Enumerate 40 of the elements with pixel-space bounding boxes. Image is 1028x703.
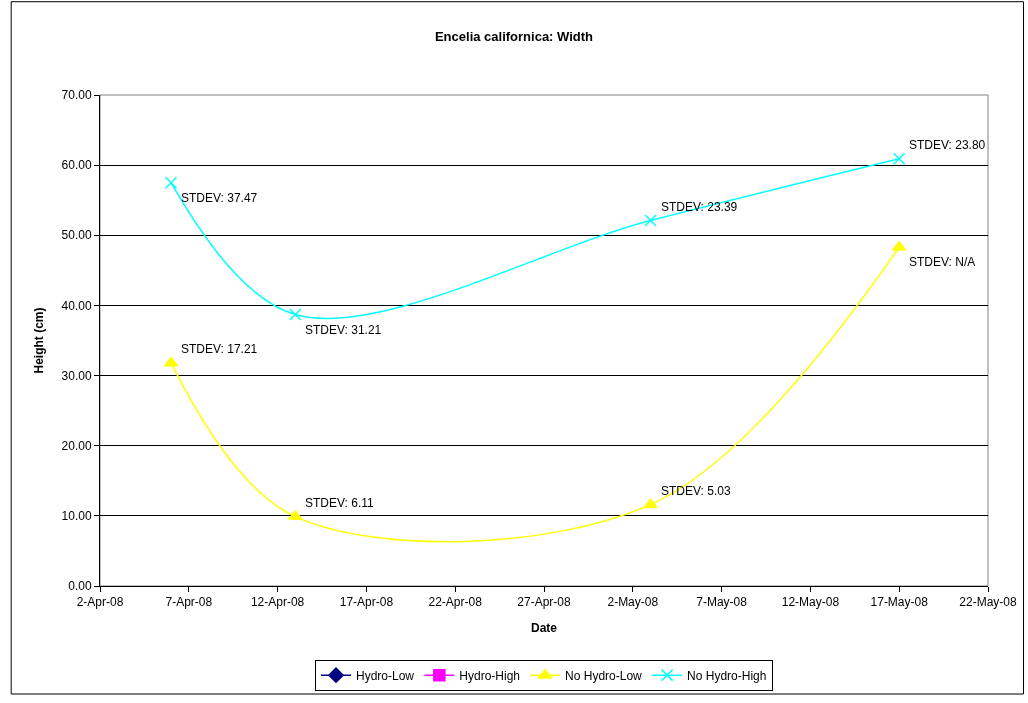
point bbox=[289, 308, 302, 321]
annotation: STDEV: 6.11 bbox=[305, 496, 375, 510]
y-tick-label: 70.00 bbox=[61, 88, 92, 103]
x-tick-label: 2-Apr-08 bbox=[76, 595, 124, 610]
x-tick-label: 22-May-08 bbox=[959, 595, 1017, 610]
point bbox=[892, 152, 906, 166]
y-tick-label: 10.00 bbox=[61, 509, 92, 524]
y-tick-label: 20.00 bbox=[61, 438, 92, 453]
y-axis-title: Height (cm) bbox=[31, 307, 46, 374]
point bbox=[892, 240, 907, 251]
x-tick-label: 12-Apr-08 bbox=[250, 595, 305, 610]
x-tick-label: 7-May-08 bbox=[696, 595, 748, 610]
annotation: STDEV: 23.39 bbox=[661, 200, 738, 214]
legend-label: No Hydro-High bbox=[687, 668, 767, 683]
x-axis-title: Date bbox=[530, 621, 558, 636]
annotation: STDEV: N/A bbox=[909, 255, 976, 269]
x-tick-label: 22-Apr-08 bbox=[428, 595, 483, 610]
x-tick-label: 7-Apr-08 bbox=[165, 595, 213, 610]
x-tick-label: 12-May-08 bbox=[781, 595, 840, 610]
y-tick-label: 40.00 bbox=[61, 298, 92, 313]
y-tick-label: 30.00 bbox=[61, 368, 92, 383]
y-tick-label: 50.00 bbox=[61, 228, 92, 243]
point bbox=[643, 498, 658, 509]
y-tick-label: 0.00 bbox=[68, 579, 92, 594]
x-tick-label: 17-Apr-08 bbox=[339, 595, 394, 610]
annotation: STDEV: 31.21 bbox=[305, 323, 382, 337]
x-tick-label: 27-Apr-08 bbox=[517, 595, 571, 610]
x-tick-label: 17-May-08 bbox=[870, 595, 929, 610]
point bbox=[644, 214, 657, 227]
chart-title: Encelia californica: Width bbox=[434, 28, 594, 44]
point bbox=[288, 510, 303, 521]
annotation: STDEV: 17.21 bbox=[181, 342, 258, 356]
annotation: STDEV: 37.47 bbox=[181, 191, 258, 205]
annotation: STDEV: 23.80 bbox=[909, 138, 986, 152]
legend-label: Hydro-High bbox=[459, 668, 521, 683]
y-tick-label: 60.00 bbox=[61, 158, 92, 173]
legend-label: No Hydro-Low bbox=[565, 668, 643, 683]
x-tick-label: 2-May-08 bbox=[607, 595, 659, 610]
legend-label: Hydro-Low bbox=[356, 668, 415, 683]
point bbox=[164, 176, 178, 189]
